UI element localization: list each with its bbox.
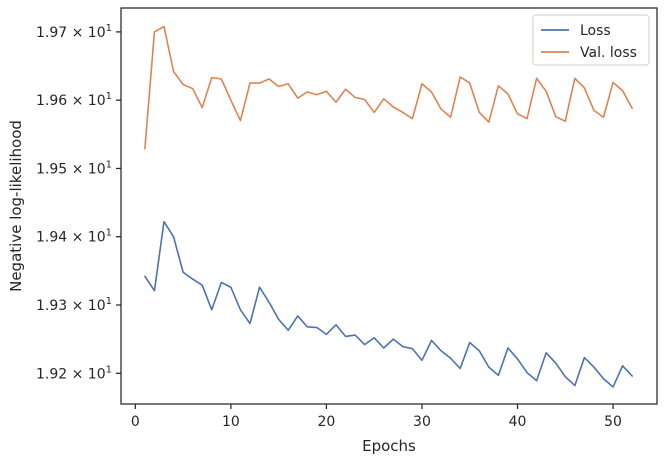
x-tick-label: 20 bbox=[318, 414, 336, 430]
y-tick-label: 1.97 × 101 bbox=[36, 23, 112, 41]
legend-label: Loss bbox=[580, 23, 611, 39]
x-tick-label: 0 bbox=[131, 414, 140, 430]
series-line-val-loss bbox=[144, 25, 633, 150]
y-tick-label: 1.95 × 101 bbox=[36, 159, 112, 177]
y-axis-ticks: 1.92 × 101 1.93 × 101 1.94 × 101 1.95 × 101… bbox=[36, 23, 121, 382]
series-line-loss bbox=[144, 220, 633, 388]
y-tick-label: 1.92 × 101 bbox=[36, 364, 112, 382]
x-tick-label: 40 bbox=[509, 414, 527, 430]
x-axis-ticks: 0 10 20 30 40 50 bbox=[131, 404, 622, 430]
x-tick-label: 50 bbox=[604, 414, 622, 430]
y-tick-label: 1.93 × 101 bbox=[36, 296, 112, 314]
x-tick-label: 10 bbox=[222, 414, 240, 430]
x-tick-label: 30 bbox=[413, 414, 431, 430]
legend-label: Val. loss bbox=[580, 45, 637, 61]
legend: Loss Val. loss bbox=[532, 14, 650, 66]
plot-frame bbox=[120, 7, 658, 405]
x-axis-title: Epochs bbox=[362, 437, 416, 455]
y-tick-label: 1.96 × 101 bbox=[36, 91, 112, 109]
y-tick-label: 1.94 × 101 bbox=[36, 228, 112, 246]
y-axis-title: Negative log-likelihood bbox=[7, 120, 25, 292]
